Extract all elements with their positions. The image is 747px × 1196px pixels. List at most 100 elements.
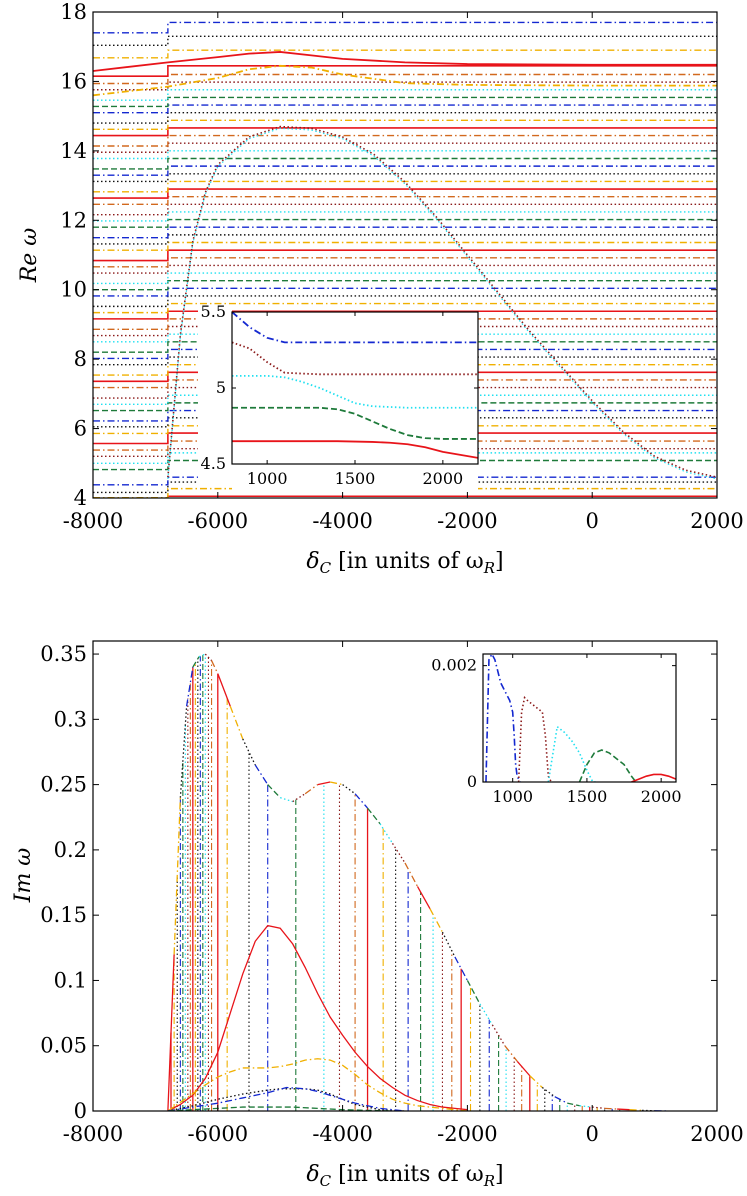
top-band-line [93,104,717,114]
top-inset-ytick-label: 5 [216,378,226,397]
bottom-envelope-segment [367,807,381,825]
bottom-envelope-segment [429,908,444,933]
bottom-envelope-segment [173,797,182,955]
top-band-line [93,211,717,222]
top-band-line [93,402,717,412]
top-band-line [93,234,717,245]
bottom-envelope-segment [242,738,256,766]
bottom-inset-ytick-label: 0.002 [431,656,477,675]
bottom-envelope-segment [167,954,175,1111]
bottom-inset-frame [482,653,677,783]
bottom-low-curve [167,1086,406,1111]
top-band-line [93,295,717,308]
top-band-line [93,89,717,101]
bottom-inset-label-mask-bottom [483,782,676,808]
top-ytick-label: 12 [60,208,87,232]
bottom-envelope-segment [629,1109,643,1111]
bottom-envelope-segment [554,1096,568,1104]
bottom-inset-curve [547,725,596,782]
top-inset-label-mask [198,306,232,486]
top-band-line [93,35,717,47]
top-band-line [93,379,717,389]
bottom-inset-label-mask [427,646,483,804]
bottom-envelope-segment [567,1102,580,1107]
bottom-envelope-segment [479,1003,493,1026]
top-band-line [93,341,717,353]
bottom-low-curve [167,924,468,1111]
top-band-line [93,287,717,297]
top-plot-frame [92,11,718,499]
top-axes: -8000 -6000 -4000 -2000 0 2000 4 6 8 10 12 14 16 18 [60,0,743,533]
top-band-line [93,249,717,262]
bottom-inset-background [483,654,676,782]
top-panel: 1000 1500 2000 4.5 5 5.5 -8000 -6000 -4000 -2000… [17,0,744,577]
bottom-envelope-segment [617,1108,630,1111]
top-hump-curve [93,51,717,72]
bottom-envelope-segment [516,1060,531,1077]
top-band-line [93,142,717,153]
bottom-envelope-segment [454,956,468,981]
bottom-envelope-segment [229,706,244,740]
bottom-inset-xtick-label: 1500 [567,787,608,806]
bottom-envelope-segment [254,764,269,785]
bottom-xtick-label: -4000 [312,1122,373,1146]
top-inset-xtick-label: 1500 [335,469,376,488]
top-band-line [93,49,717,59]
top-band-line [93,195,717,206]
bottom-inset-axes: 1000 1500 2000 0 0.002 [431,653,682,806]
bottom-plot-frame [92,640,718,1112]
top-band-line [93,394,717,405]
bottom-inset-curve [578,749,637,782]
bottom-envelope-segment [204,653,213,662]
top-band-line [93,302,717,314]
top-band-line [93,310,717,320]
top-band-line [93,203,717,216]
top-xtick-label: 0 [586,509,599,533]
bottom-envelope-segment [292,793,306,803]
bottom-envelope-segment [379,823,394,844]
top-inset-xtick-label: 2000 [422,469,463,488]
bottom-ytick-label: 0 [74,1099,87,1123]
bottom-envelope-segment [466,980,481,1005]
top-inset-label-mask-bottom [232,464,478,490]
top-band-line [93,241,717,251]
bottom-ytick-label: 0.25 [40,773,87,797]
top-band-line [93,134,717,147]
top-ytick-label: 14 [60,139,87,163]
top-band-line [93,257,717,268]
bottom-envelope-segment [198,653,206,658]
bottom-ytick-label: 0.3 [54,707,87,731]
bottom-xtick-label: -6000 [188,1122,249,1146]
bottom-envelope-segment [592,1106,605,1110]
top-band-line [93,127,717,137]
bottom-panel: 1000 1500 2000 0 0.002 -8000 -6000 -4000 -2000 0… [11,640,744,1190]
bottom-envelope-segment [329,781,343,786]
top-band-line [93,218,717,228]
bottom-y-axis-label: Im ω [11,848,36,904]
top-x-axis-label: δC [in units of ωR] [306,549,503,577]
bottom-xtick-label: 0 [586,1122,599,1146]
top-xtick-label: -2000 [437,509,498,533]
top-band-line [93,226,717,239]
top-band-line [93,165,717,176]
bottom-ytick-label: 0.05 [40,1034,87,1058]
bottom-envelope-segment [504,1045,518,1062]
bottom-envelope-segment [441,931,456,958]
bottom-envelope-segment [604,1107,618,1110]
top-inset-axes: 1000 1500 2000 4.5 5 5.5 [201,302,479,488]
bottom-ytick-label: 0.2 [54,838,87,862]
top-inset-ytick-label: 5.5 [201,302,226,321]
bottom-low-curve [167,1058,468,1111]
bottom-envelope-segment [317,781,331,786]
top-band-line [93,21,717,34]
bottom-envelope-segment [192,656,200,668]
bottom-envelope-segment [217,673,231,707]
top-ytick-label: 6 [74,417,87,441]
top-ytick-label: 4 [74,486,87,510]
bottom-envelope-segment [210,660,219,674]
bottom-envelope-segment [267,784,281,799]
bottom-envelope-segment [354,793,369,809]
top-xtick-label: -6000 [188,509,249,533]
bottom-envelope-segment [529,1075,543,1088]
